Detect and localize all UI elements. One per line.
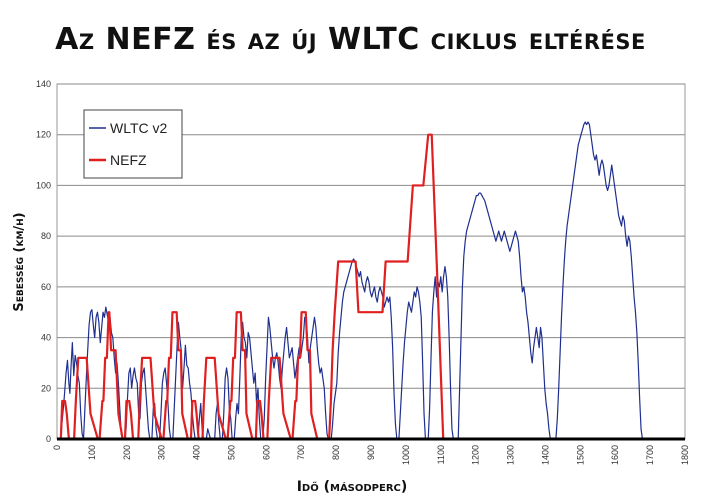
legend-label-nefz: NEFZ [110, 152, 147, 168]
x-axis-ticks: 0 100 200 300 400 500 600 700 800 900 1000 1100 1200… [52, 445, 690, 465]
y-tick-label: 140 [36, 79, 51, 89]
y-tick-label: 100 [36, 180, 51, 190]
x-tick-label: 1000 [401, 445, 411, 465]
x-tick-label: 1700 [645, 445, 655, 465]
y-tick-label: 120 [36, 130, 51, 140]
y-tick-label: 20 [41, 383, 51, 393]
y-tick-label: 60 [41, 282, 51, 292]
chart-title: Az NEFZ és az új WLTC ciklus eltérése [55, 22, 646, 57]
x-tick-label: 1500 [575, 445, 585, 465]
y-axis-label: Sebesség (km/h) [12, 212, 27, 311]
x-tick-label: 100 [87, 445, 97, 460]
x-tick-label: 1300 [506, 445, 516, 465]
x-tick-label: 500 [226, 445, 236, 460]
y-tick-label: 40 [41, 333, 51, 343]
x-tick-label: 1600 [610, 445, 620, 465]
y-axis-ticks: 0 20 40 60 80 100 120 140 [36, 79, 51, 444]
x-tick-label: 700 [296, 445, 306, 460]
legend: WLTC v2 NEFZ [83, 109, 183, 179]
x-tick-label: 1800 [680, 445, 690, 465]
series-group [57, 121, 685, 441]
x-tick-label: 200 [122, 445, 132, 460]
x-tick-label: 900 [366, 445, 376, 460]
x-axis-label: Idő (másodperc) [297, 479, 408, 495]
y-tick-label: 80 [41, 231, 51, 241]
x-tick-label: 1100 [436, 445, 446, 464]
x-tick-label: 0 [52, 445, 62, 450]
legend-label-wltc: WLTC v2 [110, 120, 168, 136]
legend-box [83, 109, 183, 179]
series-line-nefz [57, 133, 685, 441]
x-tick-label: 300 [157, 445, 167, 460]
x-tick-label: 600 [261, 445, 271, 460]
x-tick-label: 400 [192, 445, 202, 460]
x-tick-label: 1200 [471, 445, 481, 465]
x-tick-label: 800 [331, 445, 341, 460]
y-tick-label: 0 [46, 434, 51, 444]
x-tick-label: 1400 [540, 445, 550, 465]
